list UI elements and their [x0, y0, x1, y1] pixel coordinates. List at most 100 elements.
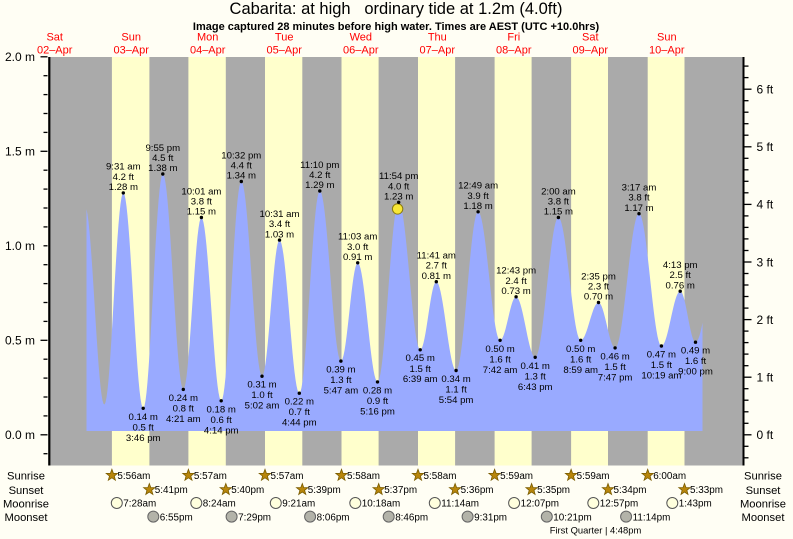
svg-text:11:14pm: 11:14pm — [633, 512, 671, 523]
svg-text:Sunrise: Sunrise — [7, 471, 45, 483]
svg-text:4:21 am: 4:21 am — [166, 414, 201, 425]
svg-text:6:00am: 6:00am — [653, 471, 686, 482]
svg-text:First Quarter | 4:48pm: First Quarter | 4:48pm — [550, 525, 642, 536]
svg-text:7:42 am: 7:42 am — [483, 365, 518, 376]
svg-text:1.1 ft: 1.1 ft — [445, 385, 467, 396]
svg-text:0.70 m: 0.70 m — [584, 292, 613, 303]
svg-text:0.0 m: 0.0 m — [5, 428, 35, 442]
svg-text:Thu: Thu — [428, 32, 447, 44]
svg-text:11:10 pm: 11:10 pm — [300, 160, 339, 171]
svg-text:10:31 am: 10:31 am — [259, 209, 299, 220]
svg-text:2.4 ft: 2.4 ft — [505, 276, 527, 287]
svg-text:3.9 ft: 3.9 ft — [467, 191, 489, 202]
svg-text:1.15 m: 1.15 m — [187, 207, 216, 218]
svg-text:0.5 ft: 0.5 ft — [133, 422, 155, 433]
svg-text:4:44 pm: 4:44 pm — [282, 418, 317, 429]
svg-text:1.3 ft: 1.3 ft — [525, 371, 547, 382]
svg-text:1.29 m: 1.29 m — [305, 180, 334, 191]
svg-text:Sun: Sun — [121, 32, 141, 44]
svg-text:5:58am: 5:58am — [424, 471, 457, 482]
svg-text:5:39pm: 5:39pm — [308, 485, 341, 496]
svg-text:6:55pm: 6:55pm — [160, 512, 193, 523]
svg-text:4:14 pm: 4:14 pm — [204, 425, 239, 436]
svg-text:Fri: Fri — [507, 32, 520, 44]
svg-text:4.4 ft: 4.4 ft — [231, 161, 253, 172]
svg-text:5:57am: 5:57am — [271, 471, 304, 482]
svg-text:1.5 ft: 1.5 ft — [604, 362, 626, 373]
svg-text:12:07pm: 12:07pm — [521, 499, 559, 510]
svg-text:0.50 m: 0.50 m — [566, 344, 595, 355]
svg-text:0.45 m: 0.45 m — [406, 353, 435, 364]
svg-text:6 ft: 6 ft — [757, 83, 774, 97]
svg-text:1.3 ft: 1.3 ft — [330, 375, 352, 386]
svg-text:5:41pm: 5:41pm — [155, 485, 188, 496]
svg-text:1.5 ft: 1.5 ft — [410, 364, 432, 375]
svg-text:3.8 ft: 3.8 ft — [191, 197, 213, 208]
svg-text:3 ft: 3 ft — [757, 255, 774, 269]
svg-text:0.28 m: 0.28 m — [363, 385, 392, 396]
svg-text:04–Apr: 04–Apr — [190, 45, 226, 57]
svg-text:1.18 m: 1.18 m — [463, 201, 492, 212]
svg-text:Image captured 28 minutes befo: Image captured 28 minutes before high wa… — [193, 21, 600, 33]
svg-text:1.34 m: 1.34 m — [227, 171, 256, 182]
svg-text:5:59am: 5:59am — [577, 471, 610, 482]
svg-text:0.14 m: 0.14 m — [129, 412, 158, 423]
svg-text:8:59 am: 8:59 am — [563, 365, 598, 376]
svg-text:5:54 pm: 5:54 pm — [439, 395, 474, 406]
svg-text:Sunset: Sunset — [746, 485, 782, 497]
svg-text:Sun: Sun — [657, 32, 677, 44]
svg-text:0.49 m: 0.49 m — [681, 346, 710, 357]
svg-text:2 ft: 2 ft — [757, 313, 774, 327]
svg-text:0.22 m: 0.22 m — [285, 397, 314, 408]
svg-text:9:55 pm: 9:55 pm — [145, 143, 180, 154]
svg-text:Wed: Wed — [350, 32, 372, 44]
svg-text:0.8 ft: 0.8 ft — [173, 403, 195, 414]
svg-text:10–Apr: 10–Apr — [649, 45, 685, 57]
svg-text:8:46pm: 8:46pm — [395, 512, 428, 523]
svg-text:1.38 m: 1.38 m — [148, 163, 177, 174]
svg-text:4.2 ft: 4.2 ft — [309, 170, 331, 181]
svg-text:2:00 am: 2:00 am — [541, 186, 576, 197]
svg-text:Tue: Tue — [275, 32, 294, 44]
svg-text:9:00 pm: 9:00 pm — [678, 367, 713, 378]
svg-text:5:02 am: 5:02 am — [245, 401, 280, 412]
svg-text:9:31pm: 9:31pm — [474, 512, 507, 523]
svg-text:1.6 ft: 1.6 ft — [489, 354, 511, 365]
svg-text:3.8 ft: 3.8 ft — [548, 197, 570, 208]
svg-text:Sunrise: Sunrise — [744, 471, 782, 483]
svg-text:3.8 ft: 3.8 ft — [628, 193, 650, 204]
svg-text:Moonrise: Moonrise — [3, 498, 49, 510]
svg-text:12:49 am: 12:49 am — [458, 181, 498, 192]
svg-text:0.41 m: 0.41 m — [521, 361, 550, 372]
svg-text:1.6 ft: 1.6 ft — [685, 356, 707, 367]
svg-text:11:14am: 11:14am — [441, 499, 479, 510]
svg-text:06–Apr: 06–Apr — [343, 45, 379, 57]
svg-text:0.9 ft: 0.9 ft — [367, 396, 389, 407]
svg-text:0 ft: 0 ft — [757, 428, 774, 442]
svg-text:1.0 m: 1.0 m — [5, 239, 35, 253]
svg-text:0.31 m: 0.31 m — [247, 380, 276, 391]
svg-text:5:58am: 5:58am — [347, 471, 380, 482]
svg-text:10:32 pm: 10:32 pm — [221, 150, 261, 161]
svg-text:2.0 m: 2.0 m — [5, 50, 35, 64]
svg-text:0.6 ft: 0.6 ft — [211, 415, 233, 426]
svg-text:6:39 am: 6:39 am — [403, 374, 438, 385]
svg-text:10:18am: 10:18am — [362, 499, 400, 510]
svg-text:1.03 m: 1.03 m — [265, 229, 294, 240]
svg-text:1.5 m: 1.5 m — [5, 145, 35, 159]
svg-text:4 ft: 4 ft — [757, 198, 774, 212]
svg-text:3:17 am: 3:17 am — [622, 183, 657, 194]
svg-text:4.2 ft: 4.2 ft — [113, 172, 135, 183]
svg-text:07–Apr: 07–Apr — [420, 45, 456, 57]
svg-text:11:41 am: 11:41 am — [417, 251, 456, 262]
svg-text:12:57pm: 12:57pm — [600, 499, 638, 510]
svg-text:7:29pm: 7:29pm — [238, 512, 271, 523]
svg-text:11:03 am: 11:03 am — [338, 232, 377, 243]
svg-text:2:35 pm: 2:35 pm — [581, 271, 616, 282]
svg-text:10:19 am: 10:19 am — [641, 371, 681, 382]
svg-text:0.18 m: 0.18 m — [207, 404, 236, 415]
svg-text:9:31 am: 9:31 am — [106, 162, 141, 173]
svg-text:0.7 ft: 0.7 ft — [289, 407, 311, 418]
svg-text:0.76 m: 0.76 m — [666, 280, 695, 291]
svg-text:0.50 m: 0.50 m — [485, 344, 514, 355]
